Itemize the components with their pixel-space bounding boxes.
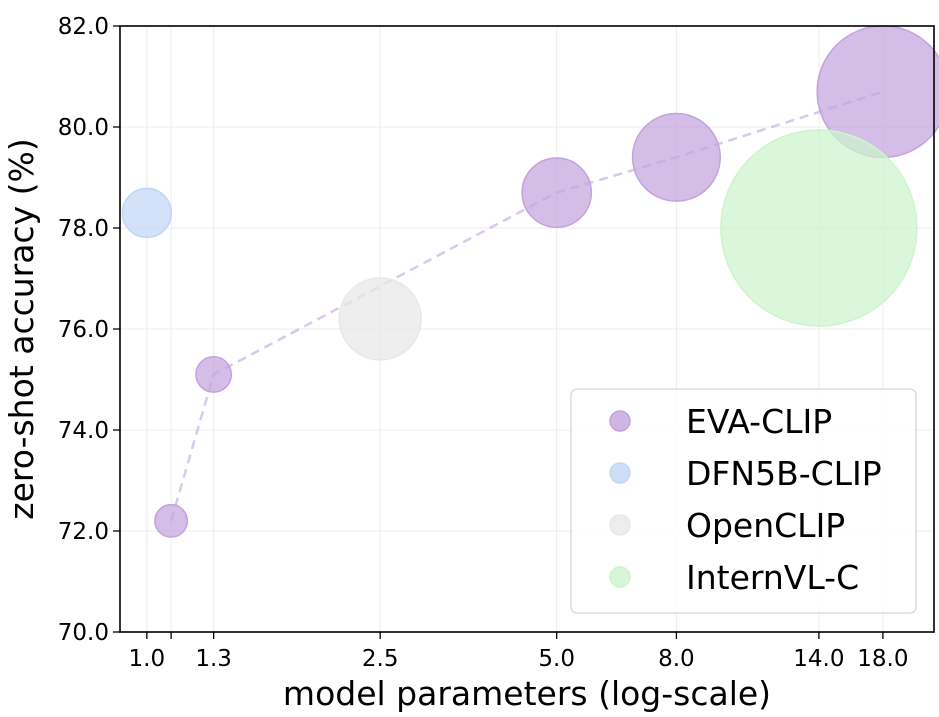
y-axis: 70.0 72.0 74.0 76.0 78.0 80.0 82.0 xyxy=(58,14,120,646)
x-tick-label: 18.0 xyxy=(857,646,908,672)
legend-marker xyxy=(609,514,631,536)
y-tick-label: 70.0 xyxy=(58,620,109,646)
y-tick-label: 74.0 xyxy=(58,418,109,444)
internvl-c-point xyxy=(720,129,918,327)
y-tick-label: 78.0 xyxy=(58,216,109,242)
openclip-point xyxy=(338,277,422,361)
x-axis-title: model parameters (log-scale) xyxy=(283,674,771,713)
eva-clip-point xyxy=(521,157,593,229)
legend-label: InternVL-C xyxy=(686,558,859,597)
x-axis: 1.0 1.3 2.5 5.0 8.0 14.0 18.0 xyxy=(129,632,909,672)
x-tick-label: 8.0 xyxy=(658,646,695,672)
dfn5b-clip-point xyxy=(121,187,173,239)
legend-label: DFN5B-CLIP xyxy=(686,454,882,493)
legend-marker xyxy=(609,410,631,432)
legend-box xyxy=(570,388,917,614)
x-tick-label: 5.0 xyxy=(538,646,575,672)
legend-label: EVA-CLIP xyxy=(686,402,832,441)
x-tick-label: 1.3 xyxy=(195,646,232,672)
y-axis-title: zero-shot accuracy (%) xyxy=(2,138,41,519)
y-tick-label: 82.0 xyxy=(58,14,109,40)
legend-marker xyxy=(609,566,631,588)
eva-clip-point xyxy=(154,503,189,538)
legend-marker xyxy=(609,462,631,484)
y-tick-label: 80.0 xyxy=(58,115,109,141)
x-tick-label: 1.0 xyxy=(129,646,166,672)
eva-clip-point xyxy=(631,112,721,202)
y-tick-label: 76.0 xyxy=(58,317,109,343)
eva-clip-point xyxy=(195,356,233,393)
x-tick-label: 2.5 xyxy=(362,646,399,672)
y-tick-label: 72.0 xyxy=(58,519,109,545)
bubbles xyxy=(121,25,939,538)
legend-label: OpenCLIP xyxy=(686,506,845,545)
legend: EVA-CLIP DFN5B-CLIP OpenCLIP InternVL-C xyxy=(570,388,917,614)
x-tick-label: 14.0 xyxy=(793,646,844,672)
